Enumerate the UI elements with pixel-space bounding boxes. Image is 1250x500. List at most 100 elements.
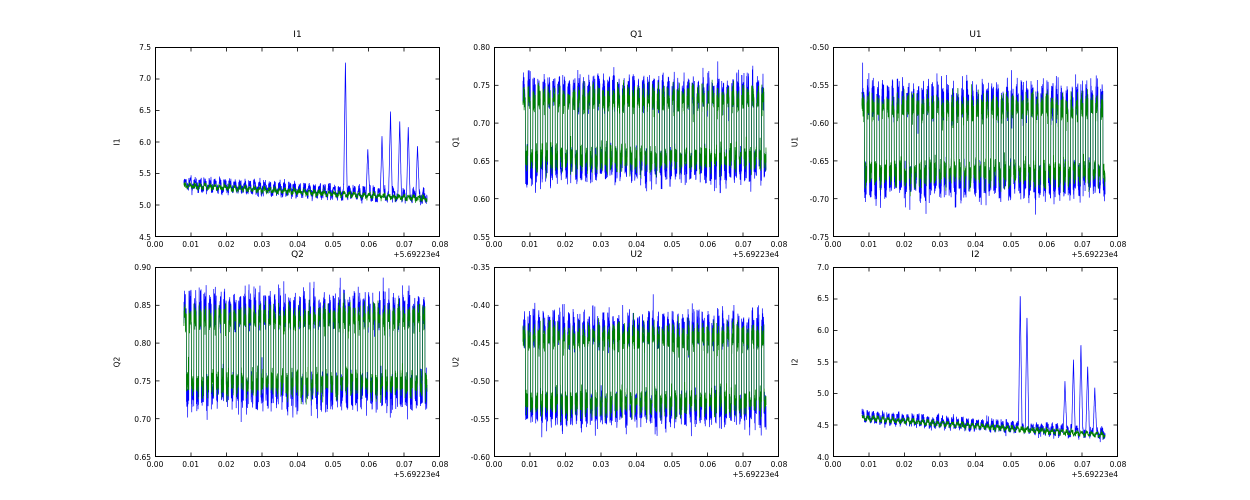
x-tick-label: 0.06 [699,460,717,469]
y-tick-label: 7.5 [139,42,151,52]
x-tick-label: 0.03 [931,460,949,469]
tick-marks [494,267,779,457]
x-tick-label: 0.03 [253,460,271,469]
y-tick-label: -0.60 [470,452,490,462]
x-tick-label: 0.02 [217,240,235,249]
y-tick-label: 5.0 [817,389,829,399]
x-offset-label: +5.69223e4 [393,250,440,259]
y-tick-label: 0.55 [473,232,490,242]
x-tick-label: 0.07 [396,240,413,249]
x-tick-label: 0.02 [556,460,574,469]
plot-area [155,267,440,457]
x-tick-label: 0.08 [770,240,788,249]
y-tick-label: 5.5 [817,357,829,367]
y-tick-label: -0.35 [470,262,490,272]
x-tick-label: 0.04 [967,240,984,249]
x-tick-label: 0.07 [1074,240,1091,249]
axes-border [833,47,1118,237]
subplot-title: U2 [630,250,643,260]
x-tick-label: 0.05 [1002,460,1020,469]
y-tick-label: 6.0 [139,137,151,147]
y-tick-label: 7.0 [817,262,829,272]
series-line-blue [861,62,1106,215]
series-group [522,294,767,438]
x-tick-label: 0.06 [699,240,717,249]
x-tick-label: 0.04 [289,240,306,249]
x-tick-label: 0.05 [663,240,681,249]
y-tick-label: 5.5 [139,169,151,179]
series-line-green [183,293,428,405]
axes-border [155,47,440,237]
series-group [861,296,1106,443]
y-tick-label: 4.5 [817,420,829,430]
y-tick-label: -0.45 [470,338,490,348]
series-group [522,61,767,194]
x-tick-label: 0.01 [860,240,877,249]
y-tick-label: 0.75 [473,80,490,90]
x-tick-label: 0.01 [521,240,538,249]
y-tick-label: 0.70 [473,118,490,128]
axes-border [494,267,779,457]
x-tick-label: 0.08 [1109,240,1127,249]
subplot-title: Q2 [291,250,304,260]
x-tick-label: 0.05 [663,460,681,469]
x-tick-label: 0.01 [521,460,538,469]
y-tick-label: -0.50 [470,376,490,386]
x-tick-label: 0.03 [931,240,949,249]
series-group [861,62,1106,215]
x-tick-label: 0.04 [628,460,645,469]
y-tick-label: -0.55 [809,80,829,90]
x-tick-label: 0.06 [360,460,378,469]
y-tick-label: 7.0 [139,74,151,84]
x-offset-label: +5.69223e4 [1071,250,1118,259]
x-tick-label: 0.00 [146,240,164,249]
x-tick-label: 0.00 [485,460,503,469]
plot-area [155,47,440,237]
x-tick-label: 0.05 [324,460,342,469]
series-line-green [861,414,1106,440]
series-group [183,62,428,206]
x-offset-label: +5.69223e4 [393,470,440,479]
y-axis-label: Q1 [451,136,461,148]
x-tick-label: 0.06 [1038,240,1056,249]
tick-marks [155,267,440,457]
x-tick-label: 0.08 [431,240,449,249]
x-tick-label: 0.03 [253,240,271,249]
x-tick-label: 0.00 [824,460,842,469]
x-offset-label: +5.69223e4 [1071,470,1118,479]
x-tick-label: 0.08 [431,460,449,469]
series-line-blue [183,62,428,206]
x-tick-label: 0.02 [895,460,913,469]
plot-area [494,47,779,237]
series-group [183,277,428,423]
y-tick-label: -0.65 [809,156,829,166]
x-tick-label: 0.04 [967,460,984,469]
y-tick-label: 0.80 [134,338,151,348]
y-tick-label: -0.40 [470,300,490,310]
x-tick-label: 0.02 [895,240,913,249]
x-tick-label: 0.01 [182,240,199,249]
x-tick-label: 0.03 [592,460,610,469]
x-tick-label: 0.04 [289,460,306,469]
x-tick-label: 0.00 [146,460,164,469]
y-tick-label: 0.90 [134,262,151,272]
x-tick-label: 0.07 [735,460,752,469]
y-tick-label: 0.65 [473,156,490,166]
x-tick-label: 0.02 [556,240,574,249]
y-axis-label: Q2 [112,356,122,368]
subplot-title: U1 [969,30,982,40]
y-tick-label: -0.75 [809,232,829,242]
plot-area [494,267,779,457]
x-tick-label: 0.00 [485,240,503,249]
x-offset-label: +5.69223e4 [732,470,779,479]
x-tick-label: 0.06 [360,240,378,249]
x-tick-label: 0.08 [1109,460,1127,469]
series-line-green [522,79,767,179]
x-tick-label: 0.01 [860,460,877,469]
y-tick-label: -0.70 [809,194,829,204]
y-tick-label: 0.70 [134,414,151,424]
y-tick-label: 5.0 [139,200,151,210]
subplot-title: I1 [293,30,302,40]
plot-area [833,47,1118,237]
